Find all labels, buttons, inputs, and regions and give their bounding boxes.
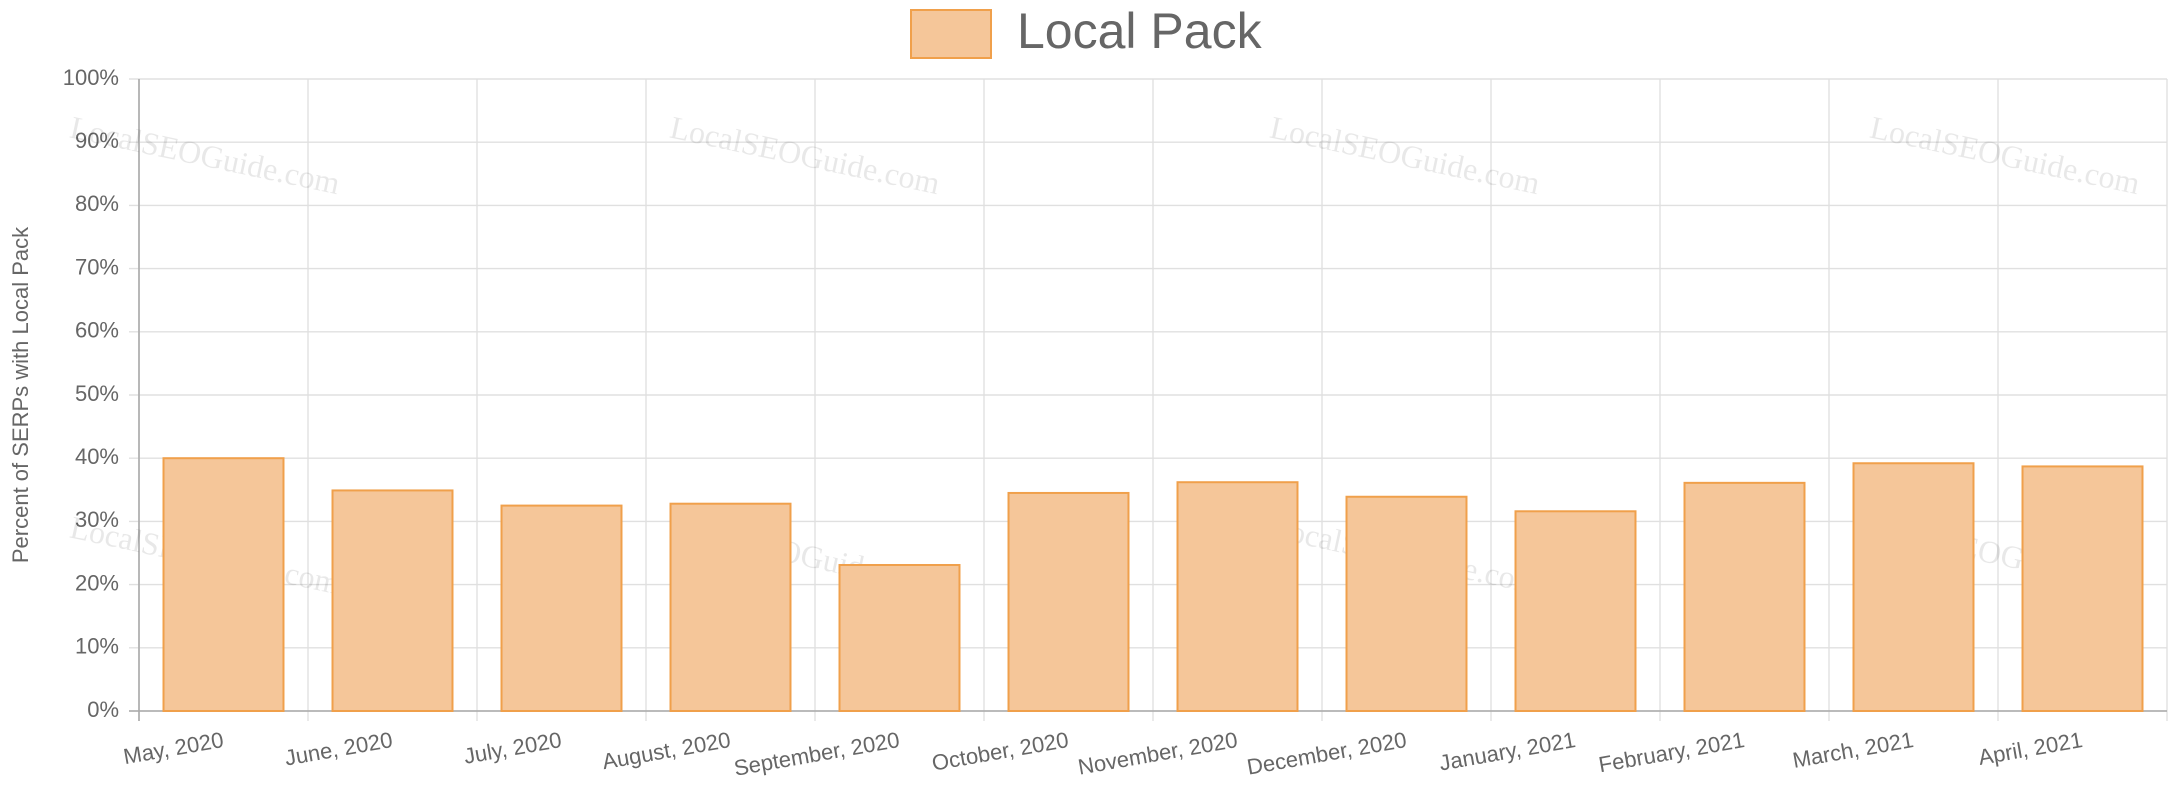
- bar: [1852, 462, 1975, 713]
- x-tick-label: October, 2020: [930, 727, 1070, 776]
- y-tick-label: 70%: [75, 254, 119, 279]
- y-axis-label: Percent of SERPs with Local Pack: [8, 226, 33, 563]
- y-tick-label: 80%: [75, 191, 119, 216]
- y-tick-label: 40%: [75, 444, 119, 469]
- y-tick-label: 30%: [75, 507, 119, 532]
- watermark: LocalSEOGuide.com: [667, 109, 943, 201]
- bar: [1683, 481, 1806, 712]
- y-tick-label: 100%: [63, 65, 119, 90]
- x-tick-label: February, 2021: [1597, 727, 1747, 777]
- x-tick-label: December, 2020: [1245, 727, 1408, 780]
- x-tick-label: May, 2020: [121, 727, 225, 769]
- x-tick-label: June, 2020: [283, 727, 395, 771]
- watermark: LocalSEOGuide.com: [67, 109, 343, 201]
- legend-swatch: [910, 9, 992, 59]
- bar: [1176, 481, 1299, 712]
- x-tick-label: March, 2021: [1791, 727, 1916, 773]
- x-tick-label: September, 2020: [732, 727, 901, 781]
- bar: [669, 502, 792, 713]
- watermark: LocalSEOGuide.com: [1867, 109, 2143, 201]
- x-tick-label: April, 2021: [1976, 727, 2084, 770]
- x-tick-label: August, 2020: [600, 727, 732, 774]
- x-tick-label: November, 2020: [1076, 727, 1239, 780]
- bar: [162, 457, 285, 713]
- bar: [500, 504, 623, 712]
- legend-label: Local Pack: [1017, 3, 1263, 59]
- bar: [838, 564, 961, 712]
- bar: [1514, 510, 1637, 712]
- x-tick-label: July, 2020: [462, 727, 563, 769]
- y-tick-label: 20%: [75, 570, 119, 595]
- y-tick-label: 60%: [75, 318, 119, 343]
- y-tick-label: 10%: [75, 634, 119, 659]
- y-tick-label: 90%: [75, 128, 119, 153]
- y-tick-label: 50%: [75, 381, 119, 406]
- bar: [1007, 491, 1130, 712]
- watermark: LocalSEOGuide.com: [1267, 109, 1543, 201]
- x-tick-label: January, 2021: [1437, 727, 1577, 776]
- y-tick-label: 0%: [87, 697, 119, 722]
- bar: [331, 489, 454, 712]
- bar: [2021, 465, 2144, 712]
- bar: [1345, 495, 1468, 713]
